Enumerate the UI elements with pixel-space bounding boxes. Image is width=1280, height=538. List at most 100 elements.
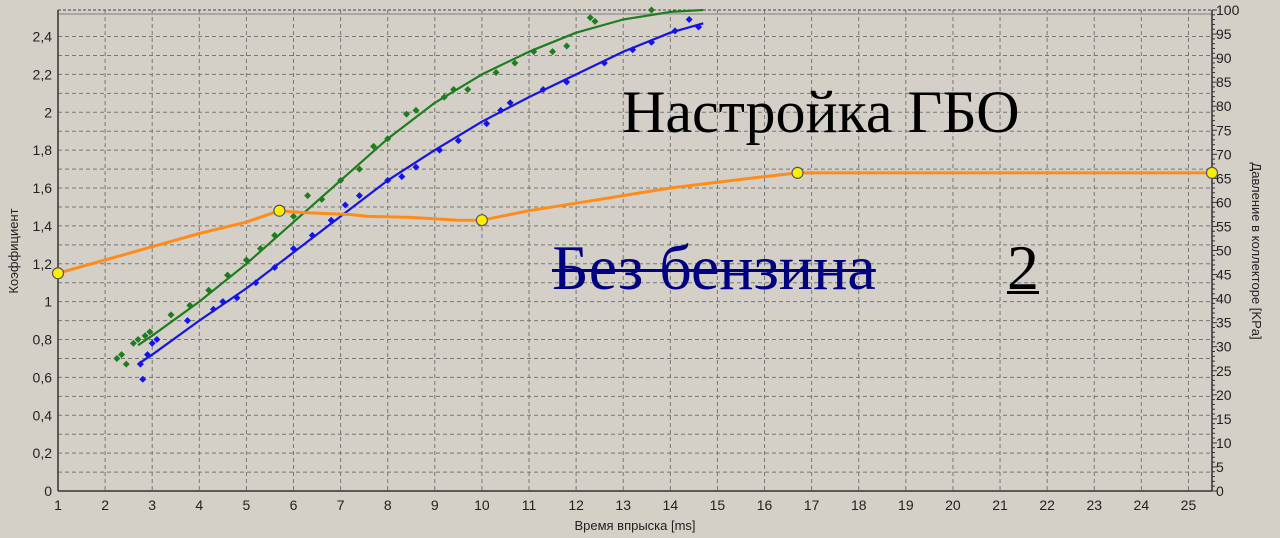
y2-tick-label: 85 — [1216, 74, 1232, 90]
blue-data-point — [184, 317, 192, 325]
y2-tick-label: 30 — [1216, 339, 1232, 355]
x-tick-label: 5 — [243, 497, 251, 513]
green-data-point — [122, 360, 130, 368]
green-data-point — [242, 256, 250, 264]
x-tick-label: 10 — [474, 497, 490, 513]
green-data-point — [337, 176, 345, 184]
control-point-marker — [51, 267, 65, 280]
axes: 1 2 3 4 5 6 7 8 9 10 11 12 13 14 15 16 17 18 19 20 21 22 23 24 2… — [33, 2, 1240, 513]
y-tick-label: 2,2 — [33, 66, 53, 82]
blue-data-point — [483, 120, 491, 128]
x-tick-label: 9 — [431, 497, 439, 513]
blue-data-point — [695, 23, 703, 31]
grid — [57, 10, 1212, 491]
x-tick-label: 23 — [1086, 497, 1102, 513]
control-point-marker — [1205, 166, 1219, 179]
y-tick-label: 2 — [44, 104, 52, 120]
y2-tick-label: 20 — [1216, 387, 1232, 403]
blue-data-point — [647, 38, 655, 46]
y-tick-label: 0,2 — [33, 445, 53, 461]
green-data-point — [257, 245, 265, 253]
x-tick-label: 7 — [337, 497, 345, 513]
green-data-point — [186, 301, 194, 309]
y2-tick-label: 10 — [1216, 435, 1232, 451]
x-tick-label: 13 — [615, 497, 631, 513]
y-tick-label: 0,8 — [33, 332, 53, 348]
blue-data-point — [539, 86, 547, 94]
x-tick-label: 25 — [1181, 497, 1197, 513]
y2-tick-label: 50 — [1216, 243, 1232, 259]
blue-data-point — [398, 173, 406, 181]
overlay-struck-text: Без бензина — [552, 232, 876, 303]
y2-tick-label: 55 — [1216, 218, 1232, 234]
y2-axis-label: Давление в коллекторе [KPa] — [1249, 162, 1264, 339]
y2-tick-label: 100 — [1216, 2, 1240, 18]
y2-tick-label: 45 — [1216, 267, 1232, 283]
y2-tick-label: 5 — [1216, 459, 1224, 475]
control-point-marker — [475, 214, 489, 227]
y2-tick-label: 95 — [1216, 26, 1232, 42]
x-tick-label: 15 — [710, 497, 726, 513]
blue-data-point — [219, 298, 227, 306]
green-data-point — [412, 106, 420, 114]
x-tick-label: 21 — [992, 497, 1008, 513]
green-data-point — [403, 110, 411, 118]
blue-data-point — [136, 360, 144, 368]
x-tick-label: 18 — [851, 497, 867, 513]
y2-tick-label: 90 — [1216, 50, 1232, 66]
blue-data-point — [506, 99, 514, 107]
green-fit-line — [137, 8, 704, 347]
y-tick-label: 1 — [44, 294, 52, 310]
blue-data-point — [600, 59, 608, 67]
blue-data-point — [233, 294, 241, 302]
y2-tick-label: 70 — [1216, 146, 1232, 162]
green-data-point — [205, 286, 213, 294]
control-point-marker — [273, 204, 286, 217]
green-data-point — [290, 212, 298, 220]
x-tick-label: 11 — [522, 497, 537, 513]
green-data-point — [464, 86, 472, 94]
green-data-point — [134, 336, 142, 344]
x-tick-label: 2 — [101, 497, 109, 513]
y2-tick-label: 40 — [1216, 291, 1232, 307]
x-tick-label: 3 — [148, 497, 156, 513]
y2-tick-label: 80 — [1216, 98, 1232, 114]
green-data-point — [167, 311, 175, 319]
blue-data-point — [563, 78, 571, 86]
x-tick-label: 16 — [757, 497, 773, 513]
y-tick-label: 0,4 — [33, 407, 53, 423]
blue-data-point — [143, 351, 151, 359]
green-data-point — [647, 6, 655, 14]
green-data-point — [384, 135, 392, 143]
y-tick-label: 2,4 — [33, 29, 53, 45]
green-data-point — [271, 231, 279, 239]
x-tick-label: 14 — [663, 497, 679, 513]
blue-data-point — [384, 176, 392, 184]
blue-data-point — [685, 15, 693, 23]
y2-tick-label: 60 — [1216, 194, 1232, 210]
green-data-point — [530, 48, 538, 56]
blue-fit-line — [137, 22, 704, 366]
x-tick-label: 6 — [290, 497, 298, 513]
x-tick-label: 22 — [1039, 497, 1055, 513]
green-data-point — [318, 195, 326, 203]
x-tick-label: 12 — [568, 497, 584, 513]
green-data-point — [511, 59, 519, 67]
green-data-point — [146, 328, 154, 336]
green-data-point — [440, 93, 448, 101]
x-tick-label: 17 — [804, 497, 820, 513]
blue-data-point — [148, 339, 156, 347]
x-tick-label: 24 — [1134, 497, 1150, 513]
y2-tick-label: 75 — [1216, 122, 1232, 138]
green-data-point — [563, 42, 571, 50]
blue-data-point — [209, 305, 217, 313]
control-point-marker — [791, 166, 804, 179]
blue-data-point — [629, 46, 637, 54]
y-tick-label: 1,8 — [33, 142, 53, 158]
green-data-point — [304, 192, 312, 200]
blue-data-point — [153, 336, 161, 344]
x-tick-label: 8 — [384, 497, 392, 513]
x-tick-label: 4 — [195, 497, 203, 513]
blue-data-point — [497, 106, 505, 114]
